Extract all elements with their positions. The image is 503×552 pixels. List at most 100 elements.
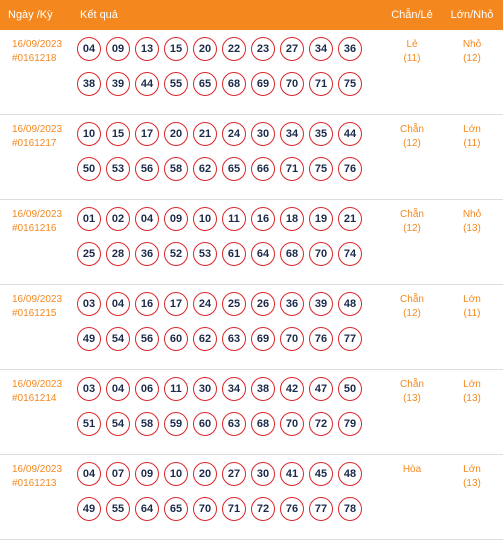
number-ball: 18 xyxy=(280,207,304,231)
big-small-result: Lớn (11) xyxy=(444,293,500,321)
number-ball: 04 xyxy=(77,462,101,486)
number-ball: 20 xyxy=(193,462,217,486)
number-ball: 09 xyxy=(106,37,130,61)
number-ball: 50 xyxy=(338,377,362,401)
number-row: 03 04 06 11 30 34 38 42 47 50 xyxy=(77,377,367,401)
number-ball: 53 xyxy=(193,242,217,266)
result-numbers: 04 07 09 10 20 27 30 41 45 48 49 55 64 65 70 71 72 76 77 78 xyxy=(77,462,367,532)
number-ball: 24 xyxy=(222,122,246,146)
number-ball: 70 xyxy=(309,242,333,266)
even-odd-label: Lẻ xyxy=(406,39,418,50)
even-odd-result: Chẵn (13) xyxy=(388,378,436,406)
number-ball: 70 xyxy=(193,497,217,521)
number-ball: 64 xyxy=(251,242,275,266)
draw-date-period: 16/09/2023 #0161216 xyxy=(12,208,62,236)
number-ball: 76 xyxy=(338,157,362,181)
table-row: 16/09/2023 #0161215 03 04 16 17 24 25 26 36 39 48 49… xyxy=(0,285,503,370)
number-ball: 17 xyxy=(135,122,159,146)
even-odd-result: Chẵn (12) xyxy=(388,293,436,321)
number-ball: 25 xyxy=(222,292,246,316)
number-ball: 52 xyxy=(164,242,188,266)
number-ball: 21 xyxy=(193,122,217,146)
number-ball: 70 xyxy=(280,72,304,96)
draw-period[interactable]: #0161215 xyxy=(12,308,57,319)
even-odd-label: Chẵn xyxy=(400,379,424,390)
number-row: 25 28 36 52 53 61 64 68 70 74 xyxy=(77,242,367,266)
number-ball: 51 xyxy=(77,412,101,436)
number-row: 51 54 58 59 60 63 68 70 72 79 xyxy=(77,412,367,436)
number-ball: 44 xyxy=(135,72,159,96)
even-odd-count: (13) xyxy=(403,393,421,404)
number-ball: 24 xyxy=(193,292,217,316)
number-ball: 41 xyxy=(280,462,304,486)
number-ball: 16 xyxy=(251,207,275,231)
number-row: 04 09 13 15 20 22 23 27 34 36 xyxy=(77,37,367,61)
number-ball: 23 xyxy=(251,37,275,61)
big-small-label: Lớn xyxy=(463,124,481,135)
number-ball: 59 xyxy=(164,412,188,436)
result-numbers: 03 04 16 17 24 25 26 36 39 48 49 54 56 60 62 63 69 70 76 77 xyxy=(77,292,367,362)
number-ball: 25 xyxy=(77,242,101,266)
number-ball: 70 xyxy=(280,412,304,436)
result-numbers: 01 02 04 09 10 11 16 18 19 21 25 28 36 52 53 61 64 68 70 74 xyxy=(77,207,367,277)
table-row: 16/09/2023 #0161216 01 02 04 09 10 11 16 18 19 21 25… xyxy=(0,200,503,285)
number-ball: 27 xyxy=(280,37,304,61)
number-ball: 55 xyxy=(164,72,188,96)
table-body: 16/09/2023 #0161218 04 09 13 15 20 22 23 27 34 36 38… xyxy=(0,30,503,540)
number-row: 49 54 56 60 62 63 69 70 76 77 xyxy=(77,327,367,351)
number-ball: 07 xyxy=(106,462,130,486)
draw-period[interactable]: #0161216 xyxy=(12,223,57,234)
draw-period[interactable]: #0161218 xyxy=(12,53,57,64)
number-ball: 63 xyxy=(222,327,246,351)
draw-period[interactable]: #0161214 xyxy=(12,393,57,404)
number-ball: 78 xyxy=(338,497,362,521)
number-ball: 15 xyxy=(164,37,188,61)
result-numbers: 04 09 13 15 20 22 23 27 34 36 38 39 44 55 65 68 69 70 71 75 xyxy=(77,37,367,107)
even-odd-count: (12) xyxy=(403,223,421,234)
draw-date: 16/09/2023 xyxy=(12,124,63,135)
number-ball: 36 xyxy=(280,292,304,316)
number-row: 50 53 56 58 62 65 66 71 75 76 xyxy=(77,157,367,181)
number-ball: 66 xyxy=(251,157,275,181)
number-ball: 58 xyxy=(135,412,159,436)
number-ball: 77 xyxy=(309,497,333,521)
number-ball: 03 xyxy=(77,377,101,401)
big-small-count: (12) xyxy=(463,53,481,64)
big-small-label: Lớn xyxy=(463,294,481,305)
number-ball: 30 xyxy=(193,377,217,401)
draw-date-period: 16/09/2023 #0161214 xyxy=(12,378,62,406)
number-ball: 01 xyxy=(77,207,101,231)
number-ball: 28 xyxy=(106,242,130,266)
number-ball: 09 xyxy=(164,207,188,231)
draw-date: 16/09/2023 xyxy=(12,294,63,305)
number-ball: 75 xyxy=(338,72,362,96)
even-odd-result: Hòa xyxy=(388,463,436,477)
draw-period[interactable]: #0161217 xyxy=(12,138,57,149)
number-ball: 72 xyxy=(251,497,275,521)
number-ball: 68 xyxy=(222,72,246,96)
even-odd-label: Chẵn xyxy=(400,209,424,220)
number-row: 04 07 09 10 20 27 30 41 45 48 xyxy=(77,462,367,486)
number-ball: 30 xyxy=(251,122,275,146)
number-ball: 38 xyxy=(77,72,101,96)
draw-date: 16/09/2023 xyxy=(12,39,63,50)
number-ball: 70 xyxy=(280,327,304,351)
number-ball: 34 xyxy=(280,122,304,146)
number-ball: 10 xyxy=(164,462,188,486)
big-small-result: Lớn (13) xyxy=(444,463,500,491)
draw-date: 16/09/2023 xyxy=(12,209,63,220)
number-ball: 60 xyxy=(193,412,217,436)
header-even-odd: Chẵn/Lẻ xyxy=(391,9,433,21)
number-ball: 48 xyxy=(338,292,362,316)
number-ball: 06 xyxy=(135,377,159,401)
number-ball: 49 xyxy=(77,497,101,521)
results-table: Ngày /Kỳ Kết quả Chẵn/Lẻ Lớn/Nhỏ 16/09/2… xyxy=(0,0,503,540)
number-ball: 17 xyxy=(164,292,188,316)
number-ball: 48 xyxy=(338,462,362,486)
number-ball: 72 xyxy=(309,412,333,436)
big-small-label: Nhỏ xyxy=(462,209,482,220)
big-small-count: (11) xyxy=(463,308,481,319)
draw-period[interactable]: #0161213 xyxy=(12,478,57,489)
table-row: 16/09/2023 #0161218 04 09 13 15 20 22 23 27 34 36 38… xyxy=(0,30,503,115)
table-row: 16/09/2023 #0161214 03 04 06 11 30 34 38 42 47 50 51… xyxy=(0,370,503,455)
